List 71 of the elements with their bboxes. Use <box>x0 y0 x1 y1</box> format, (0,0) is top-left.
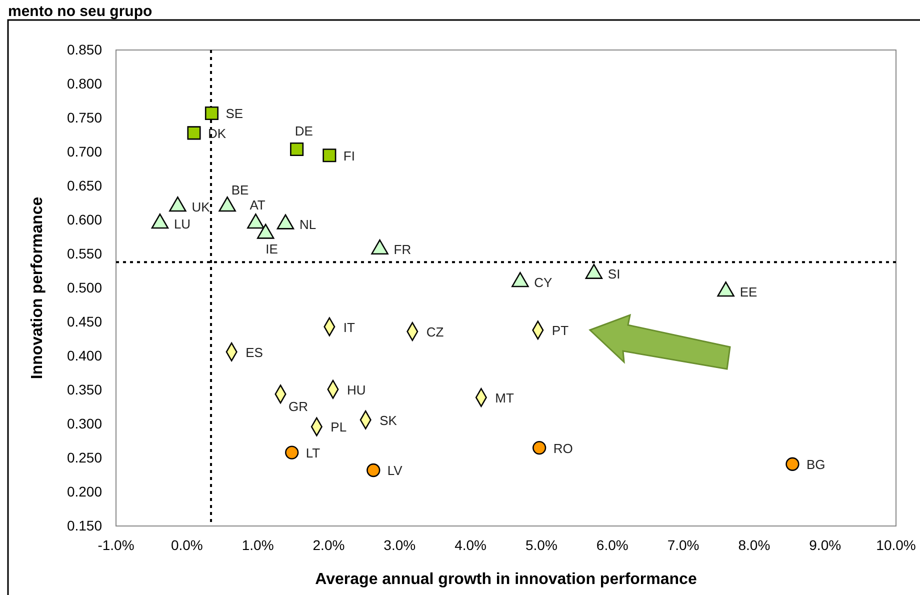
point <box>218 196 236 212</box>
x-tick-label: 8.0% <box>738 536 770 553</box>
annotation: CZ <box>426 324 444 340</box>
x-tick-label: 3.0% <box>384 536 416 553</box>
annotation: DK <box>208 126 226 141</box>
y-tick-label: 0.650 <box>66 177 102 194</box>
point <box>257 224 274 239</box>
annotation: EE <box>740 284 758 300</box>
annotation: CY <box>534 274 553 290</box>
y-tick-label: 0.600 <box>66 211 102 228</box>
point <box>285 446 299 460</box>
annotation: IT <box>343 320 356 335</box>
annotation: FI <box>343 148 355 164</box>
point <box>169 196 186 212</box>
point <box>151 214 169 229</box>
y-tick-label: 0.850 <box>66 41 102 58</box>
annotation: RO <box>553 440 573 456</box>
annotation: LV <box>387 463 403 478</box>
point <box>717 282 734 297</box>
y-tick-label: 0.550 <box>66 245 102 262</box>
y-tick-label: 0.350 <box>66 381 102 398</box>
point <box>371 239 388 254</box>
x-tick-label: 5.0% <box>525 536 558 553</box>
x-axis-title: Average annual growth in innovation performance <box>315 571 697 588</box>
annotation: BG <box>806 457 826 472</box>
annotation: FR <box>394 242 412 258</box>
x-tick-label: 7.0% <box>667 536 700 553</box>
annotation: GR <box>288 399 308 414</box>
y-tick-label: 0.700 <box>66 143 102 160</box>
annotation: ES <box>246 344 264 360</box>
y-tick-label: 0.250 <box>66 449 102 466</box>
annotation: SK <box>380 412 398 428</box>
annotation: LU <box>174 216 191 232</box>
y-tick-label: 0.150 <box>66 517 102 534</box>
x-tick-label: 9.0% <box>809 536 842 553</box>
point <box>786 457 800 471</box>
x-tick-label: -1.0% <box>98 536 134 553</box>
y-tick-label: 0.750 <box>66 109 102 126</box>
y-tick-label: 0.800 <box>66 75 102 92</box>
x-tick-label: 6.0% <box>596 536 628 553</box>
y-tick-label: 0.450 <box>66 313 102 330</box>
y-tick-label: 0.300 <box>66 415 102 432</box>
annotation: LT <box>306 446 320 461</box>
point <box>247 214 264 229</box>
point <box>585 264 603 279</box>
x-tick-label: 1.0% <box>242 536 274 553</box>
annotation: MT <box>495 390 514 406</box>
y-tick-label: 0.200 <box>66 483 102 500</box>
point <box>532 440 546 455</box>
annotation: SE <box>226 106 244 122</box>
x-tick-label: 4.0% <box>454 536 487 553</box>
annotation: AT <box>250 197 266 212</box>
annotation: BE <box>231 182 249 198</box>
x-tick-label: 0.0% <box>170 536 203 553</box>
y-tick-label: 0.400 <box>66 347 102 364</box>
annotation: IE <box>266 242 278 257</box>
annotation: PT <box>552 323 569 338</box>
annotation: DE <box>294 123 314 138</box>
point <box>512 272 529 288</box>
annotation: UK <box>192 199 210 214</box>
annotation: HU <box>346 382 366 398</box>
x-tick-label: 10.0% <box>876 536 916 553</box>
annotation: SI <box>608 266 620 282</box>
annotation: PL <box>330 420 347 435</box>
y-tick-label: 0.500 <box>66 279 102 296</box>
chart-title: mento no seu grupo <box>8 3 152 20</box>
x-tick-label: 2.0% <box>312 536 345 553</box>
point <box>276 214 294 230</box>
point <box>366 463 380 478</box>
annotation: NL <box>299 217 316 232</box>
y-axis-title: Innovation performance <box>29 196 46 380</box>
